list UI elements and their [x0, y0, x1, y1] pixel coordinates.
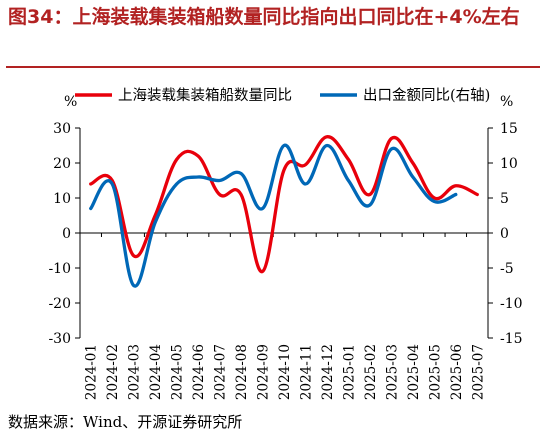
legend-label-export: 出口金额同比(右轴)	[363, 87, 490, 104]
left-tick-label: 30	[53, 121, 71, 137]
x-tick-label: 2025-05	[427, 344, 443, 400]
x-tick-label: 2024-06	[191, 344, 207, 400]
series-line-export	[89, 143, 458, 288]
series-line-ship	[89, 135, 479, 274]
left-tick-label: -10	[48, 261, 71, 277]
x-tick-label: 2025-06	[449, 344, 465, 400]
x-tick-label: 2024-03	[127, 344, 143, 400]
x-tick-label: 2024-09	[256, 344, 272, 400]
x-tick-label: 2024-01	[84, 344, 100, 400]
x-tick-label: 2025-07	[470, 344, 486, 400]
series-layer	[89, 135, 479, 288]
left-axis-unit: %	[64, 94, 77, 110]
line-chart: 上海装载集装箱船数量同比 出口金额同比(右轴) % % 30 20 10 0 -10 -2…	[48, 87, 522, 400]
x-tick-label: 2024-05	[170, 344, 186, 400]
right-tick-label: -10	[500, 296, 523, 312]
axes: 30 20 10 0 -10 -20 -30 15 10 5 0 -5 -10 -15 2024-01 202…	[48, 121, 522, 400]
right-axis-unit: %	[500, 94, 513, 110]
x-tick-label: 2024-02	[105, 344, 121, 400]
x-tick-label: 2024-11	[298, 344, 314, 400]
legend-label-ship: 上海装载集装箱船数量同比	[118, 87, 292, 104]
left-tick-label: -20	[48, 296, 71, 312]
left-tick-label: 10	[53, 191, 71, 207]
legend: 上海装载集装箱船数量同比 出口金额同比(右轴)	[75, 87, 490, 104]
right-tick-label: 0	[500, 226, 509, 242]
x-tick-label: 2025-03	[384, 344, 400, 400]
left-tick-label: 20	[53, 156, 71, 172]
x-tick-label: 2025-04	[406, 344, 422, 400]
source-note: 数据来源：Wind、开源证券研究所	[8, 413, 243, 431]
x-tick-label: 2024-12	[320, 344, 336, 400]
right-tick-label: -5	[500, 261, 514, 277]
x-tick-label: 2024-04	[148, 344, 164, 400]
right-tick-label: 10	[500, 156, 518, 172]
right-tick-label: 5	[500, 191, 509, 207]
right-tick-label: -15	[500, 331, 523, 347]
figure-title: 图34：上海装载集装箱船数量同比指向出口同比在+4%左右	[8, 6, 520, 28]
x-tick-label: 2024-10	[277, 344, 293, 400]
x-tick-label: 2025-02	[363, 344, 379, 400]
left-tick-label: 0	[62, 226, 71, 242]
x-tick-label: 2024-07	[213, 344, 229, 400]
left-tick-label: -30	[48, 331, 71, 347]
right-tick-label: 15	[500, 121, 518, 137]
title-rule	[6, 66, 540, 68]
x-tick-label: 2025-01	[341, 344, 357, 400]
x-tick-label: 2024-08	[234, 344, 250, 400]
